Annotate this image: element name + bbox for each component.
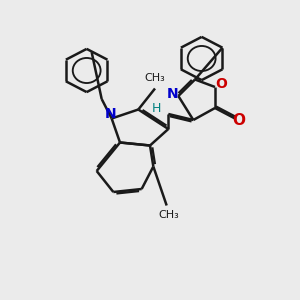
Text: CH₃: CH₃ [158, 210, 179, 220]
Text: O: O [215, 77, 227, 91]
Text: CH₃: CH₃ [145, 73, 165, 83]
Text: O: O [232, 113, 245, 128]
Text: N: N [105, 107, 117, 121]
Text: H: H [152, 101, 161, 115]
Text: N: N [167, 88, 178, 101]
